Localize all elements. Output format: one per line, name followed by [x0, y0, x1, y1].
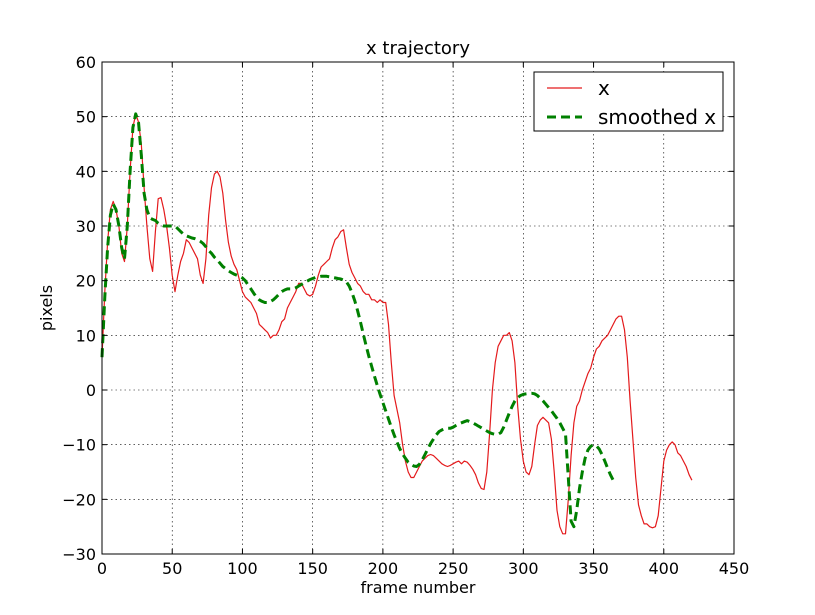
- y-tick-label: −30: [62, 545, 96, 564]
- x-tick-label: 300: [508, 559, 539, 578]
- y-tick-label: 20: [76, 272, 96, 291]
- x-tick-label: 250: [438, 559, 469, 578]
- series-line-x: [101, 113, 693, 535]
- x-tick-label: 0: [97, 559, 107, 578]
- y-tick-label: 30: [76, 217, 96, 236]
- x-tick-label: 450: [719, 559, 750, 578]
- y-tick-label: −20: [62, 490, 96, 509]
- y-axis-label: pixels: [37, 285, 56, 331]
- axis-ticks: [101, 61, 735, 555]
- legend-label-smoothed-x: smoothed x: [598, 105, 716, 129]
- plot-area-frame: [101, 61, 735, 555]
- x-tick-label: 100: [227, 559, 258, 578]
- y-tick-label: −10: [62, 436, 96, 455]
- x-axis-label: frame number: [361, 578, 476, 597]
- y-tick-label: 50: [76, 108, 96, 127]
- tick-labels: 0 50 100 150 200 250 300 350 400 450 −30 −20 −10 0 10 2…: [62, 53, 749, 578]
- y-tick-label: 0: [86, 381, 96, 400]
- legend-box: [533, 71, 724, 132]
- x-tick-label: 400: [649, 559, 680, 578]
- x-tick-label: 50: [162, 559, 182, 578]
- chart-title: x trajectory: [366, 38, 470, 59]
- series-line-smoothed-x: [100, 112, 615, 529]
- x-tick-label: 200: [368, 559, 399, 578]
- y-tick-label: 60: [76, 53, 96, 72]
- x-tick-label: 350: [578, 559, 609, 578]
- y-tick-label: 40: [76, 162, 96, 181]
- y-tick-label: 10: [76, 326, 96, 345]
- x-tick-label: 150: [297, 559, 328, 578]
- series-lines: [100, 112, 693, 535]
- legend: x smoothed x: [533, 71, 724, 132]
- grid-lines: [102, 62, 734, 554]
- legend-label-x: x: [598, 76, 610, 100]
